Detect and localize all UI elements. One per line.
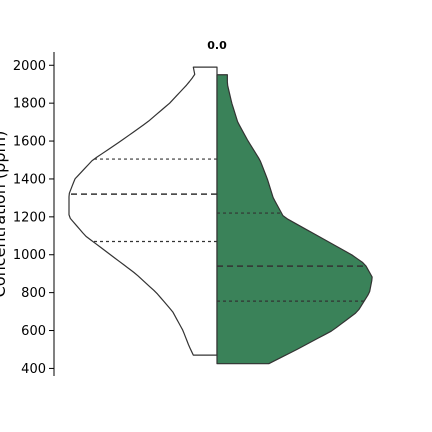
y-tick-label: 800 [21,286,46,301]
violin-half-right [216,74,373,365]
y-tick-label: 1000 [13,248,46,263]
y-tick-label: 1800 [13,97,46,112]
y-tick-label: 2000 [13,59,46,74]
category-label: 0.0 [207,39,227,52]
violin-half-left [68,66,218,356]
y-tick-label: 400 [21,362,46,377]
y-tick-label: 1600 [13,135,46,150]
quartile-lines [69,158,367,302]
y-tick-label: 1200 [13,210,46,225]
y-axis-label: Concentration (ppm) [0,131,9,298]
violin-bodies [68,66,373,365]
y-tick-label: 1400 [13,172,46,187]
y-tick-label: 600 [21,324,46,339]
y-axis-ticks: 400 600 800 1000 1200 1400 1600 1800 2000 [13,59,54,377]
